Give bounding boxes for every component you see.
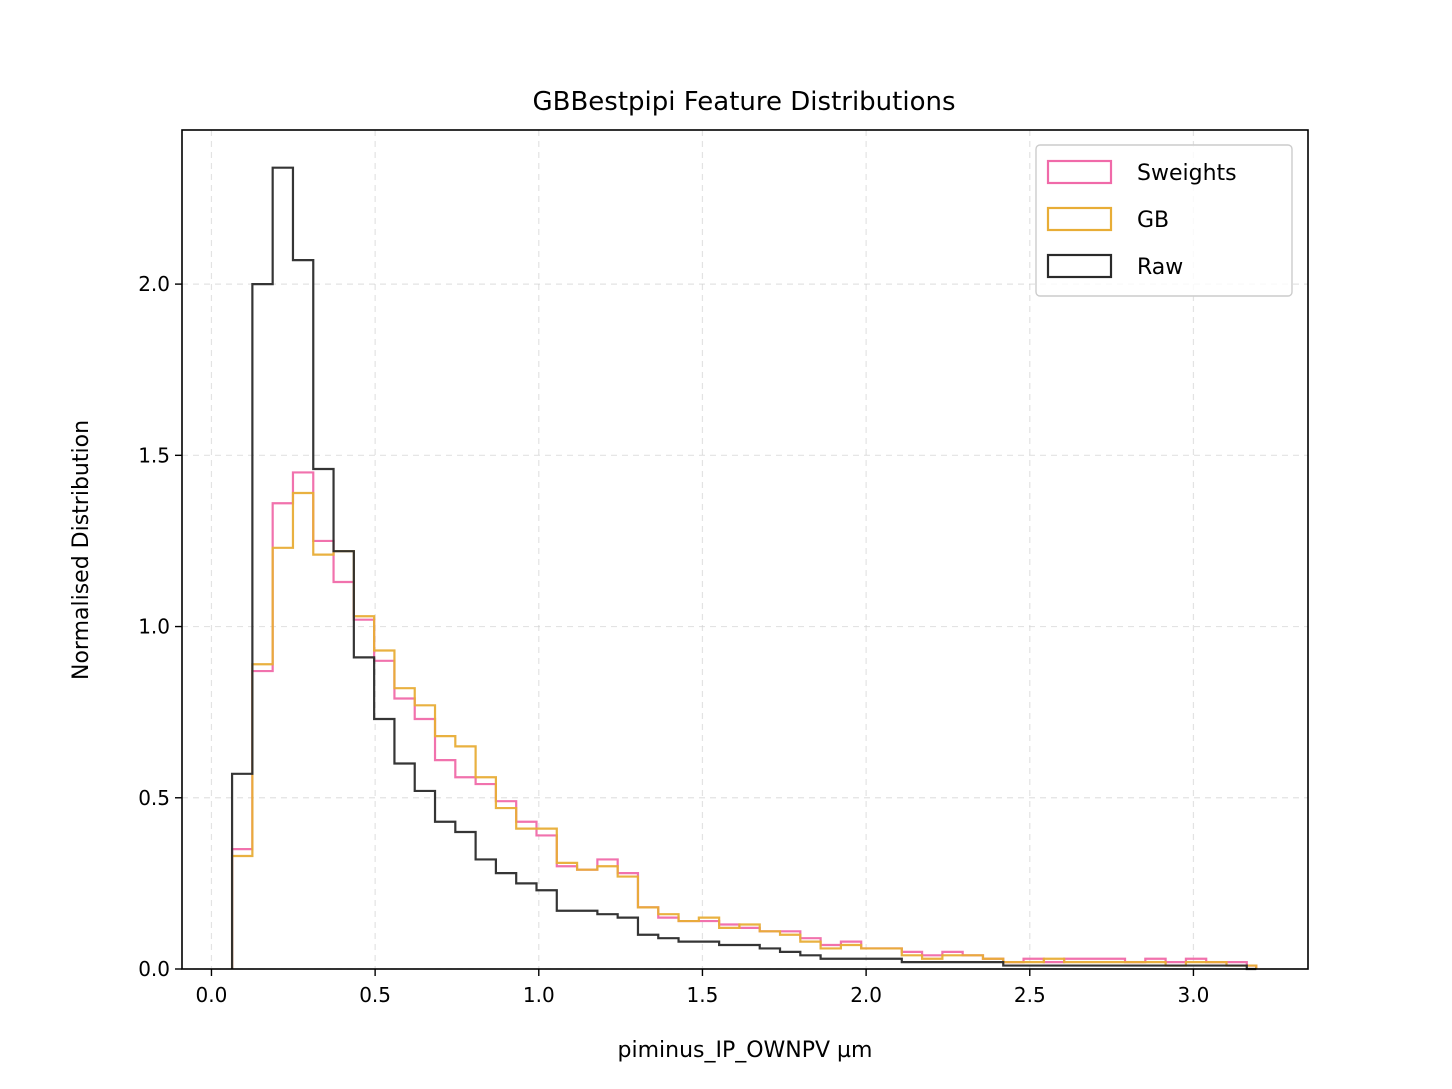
x-tick-label: 1.0 — [523, 983, 555, 1007]
y-axis: 0.0 0.5 1.0 1.5 2.0 — [138, 272, 182, 981]
series-gb-histogram — [230, 491, 1258, 969]
legend-label-sweights: Sweights — [1137, 161, 1237, 186]
series-layer — [230, 166, 1258, 971]
x-tick-label: 0.5 — [359, 983, 391, 1007]
x-tick-label: 3.0 — [1178, 983, 1210, 1007]
legend: Sweights GB Raw — [1035, 144, 1293, 297]
x-tick-label: 2.0 — [850, 983, 882, 1007]
legend-swatch-sweights — [1046, 159, 1113, 185]
x-axis: 0.0 0.5 1.0 1.5 2.0 2.5 3.0 — [196, 969, 1210, 1007]
legend-swatch-gb — [1046, 206, 1113, 232]
x-axis-label: piminus_IP_OWNPV µm — [618, 1038, 873, 1063]
x-tick-label: 0.0 — [196, 983, 228, 1007]
y-tick-label: 1.5 — [138, 443, 170, 467]
x-tick-label: 1.5 — [687, 983, 719, 1007]
y-tick-label: 1.0 — [138, 615, 170, 639]
y-axis-label: Normalised Distribution — [69, 420, 94, 680]
chart-title: GBBestpipi Feature Distributions — [532, 87, 955, 117]
legend-label-raw: Raw — [1137, 255, 1183, 280]
y-tick-label: 0.5 — [138, 786, 170, 810]
legend-swatch-raw — [1046, 253, 1113, 279]
x-tick-label: 2.5 — [1014, 983, 1046, 1007]
legend-label-gb: GB — [1137, 208, 1169, 233]
plot-area-frame — [181, 129, 1309, 970]
y-tick-label: 0.0 — [138, 957, 170, 981]
series-raw-histogram — [230, 166, 1257, 971]
y-tick-label: 2.0 — [138, 272, 170, 296]
